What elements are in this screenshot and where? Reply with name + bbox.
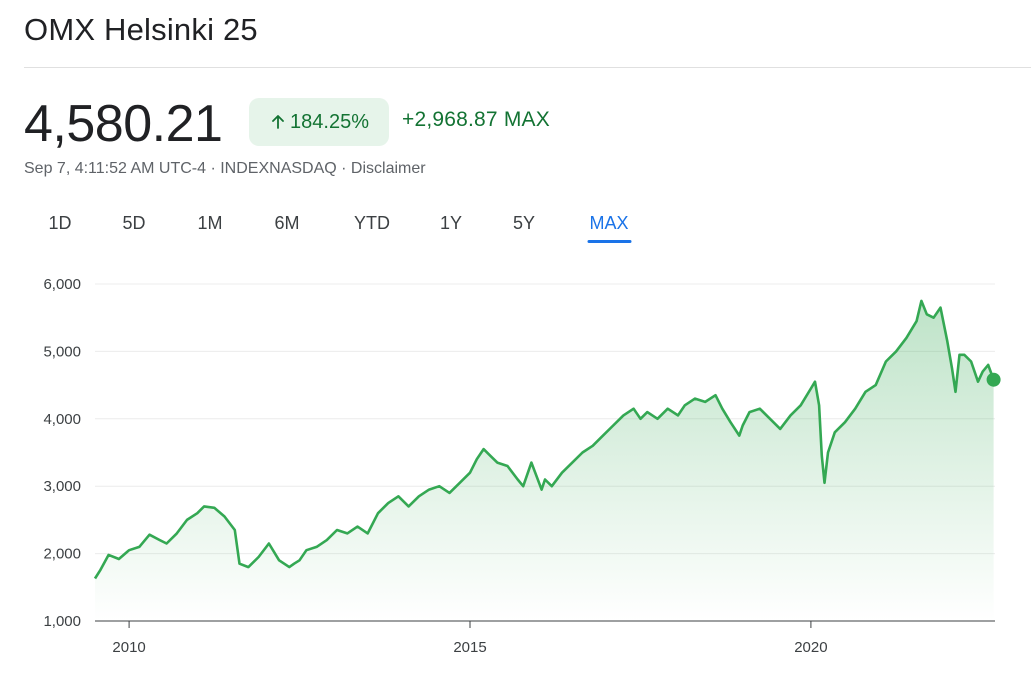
arrow-up-icon: [272, 115, 284, 129]
y-tick-label: 4,000: [43, 411, 81, 428]
y-tick-label: 1,000: [43, 613, 81, 630]
tab-1m[interactable]: 1M: [197, 213, 223, 233]
y-tick-label: 5,000: [43, 343, 81, 360]
time-range-tabs: 1D 5D 1M 6M YTD 1Y 5Y MAX: [0, 210, 700, 244]
percent-change-badge: 184.25%: [249, 98, 389, 146]
x-tick-label: 2020: [794, 639, 827, 656]
y-axis-ticks: 1,000 2,000 3,000 4,000 5,000 6,000: [43, 276, 81, 630]
page-title: OMX Helsinki 25: [24, 12, 258, 47]
meta-separator: ·: [336, 160, 351, 177]
tab-ytd[interactable]: YTD: [354, 213, 390, 233]
y-tick-label: 3,000: [43, 478, 81, 495]
price-line: [93, 299, 995, 580]
y-tick-label: 6,000: [43, 276, 81, 293]
tab-max[interactable]: MAX: [586, 210, 631, 243]
current-price: 4,580.21: [24, 95, 223, 153]
absolute-change: +2,968.87 MAX: [402, 108, 550, 131]
header-divider: [24, 67, 1031, 68]
tab-1y[interactable]: 1Y: [439, 213, 463, 233]
quote-timestamp: Sep 7, 4:11:52 AM UTC-4: [24, 160, 207, 177]
percent-change-value: 184.25%: [290, 110, 369, 133]
tab-6m[interactable]: 6M: [274, 213, 300, 233]
current-value-marker: [986, 372, 1001, 387]
quote-meta: Sep 7, 4:11:52 AM UTC-4 · INDEXNASDAQ · …: [24, 160, 426, 178]
meta-separator: ·: [206, 160, 221, 177]
price-area: [95, 300, 994, 621]
y-tick-label: 2,000: [43, 546, 81, 563]
active-tab-underline: [586, 240, 631, 243]
tab-1d[interactable]: 1D: [48, 213, 72, 233]
x-tick-label: 2010: [112, 639, 145, 656]
exchange-name: INDEXNASDAQ: [220, 160, 337, 177]
x-axis-ticks: 2010 2015 2020: [112, 621, 828, 656]
disclaimer-link[interactable]: Disclaimer: [350, 160, 426, 177]
tab-5y[interactable]: 5Y: [512, 213, 536, 233]
tab-5d[interactable]: 5D: [122, 213, 146, 233]
x-tick-label: 2015: [453, 639, 486, 656]
